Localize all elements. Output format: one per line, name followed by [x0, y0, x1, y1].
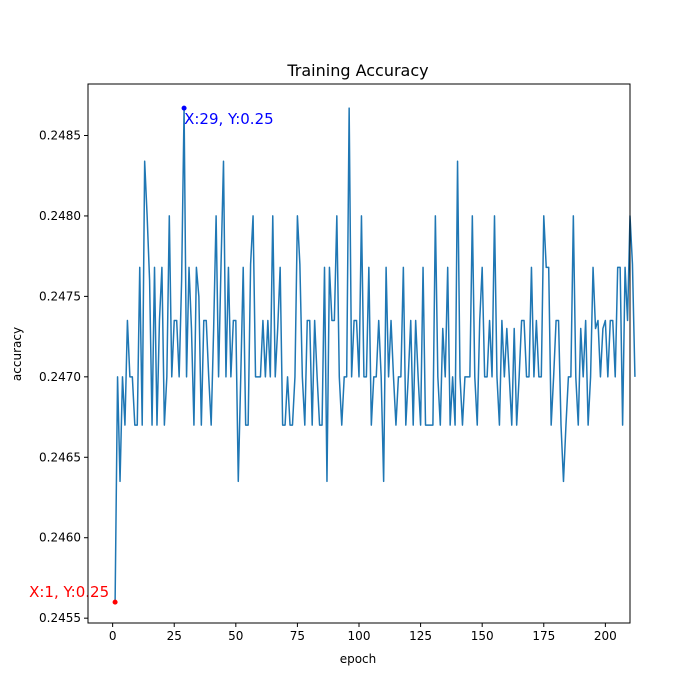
x-tick-label: 0	[109, 629, 117, 643]
x-tick-label: 100	[348, 629, 371, 643]
annotation-point	[181, 105, 187, 111]
y-tick-label: 0.2460	[39, 531, 81, 545]
x-tick-label: 150	[471, 629, 494, 643]
plot-area: 0 25 50 75 100 125 150 175 200 0.2455 0.2460 0.2465…	[29, 105, 636, 643]
x-tick-label: 175	[532, 629, 555, 643]
y-tick-label: 0.2485	[39, 128, 81, 142]
x-tick-label: 125	[409, 629, 432, 643]
annotation-point	[112, 599, 118, 605]
y-tick-label: 0.2470	[39, 370, 81, 384]
y-axis-label: accuracy	[10, 327, 24, 381]
y-tick-label: 0.2455	[39, 611, 81, 625]
x-tick-label: 75	[290, 629, 305, 643]
y-tick-label: 0.2475	[39, 289, 81, 303]
x-tick-label: 50	[228, 629, 243, 643]
y-tick-label: 0.2480	[39, 209, 81, 223]
axes-frame	[87, 83, 631, 624]
accuracy-line	[114, 107, 636, 603]
x-axis-label: epoch	[340, 652, 377, 666]
x-tick-label: 200	[594, 629, 617, 643]
annotation-label: X:1, Y:0.25	[29, 583, 109, 601]
y-tick-label: 0.2465	[39, 450, 81, 464]
x-tick-label: 25	[167, 629, 182, 643]
annotation-label: X:29, Y:0.25	[184, 110, 274, 128]
chart-title: Training Accuracy	[286, 61, 428, 80]
